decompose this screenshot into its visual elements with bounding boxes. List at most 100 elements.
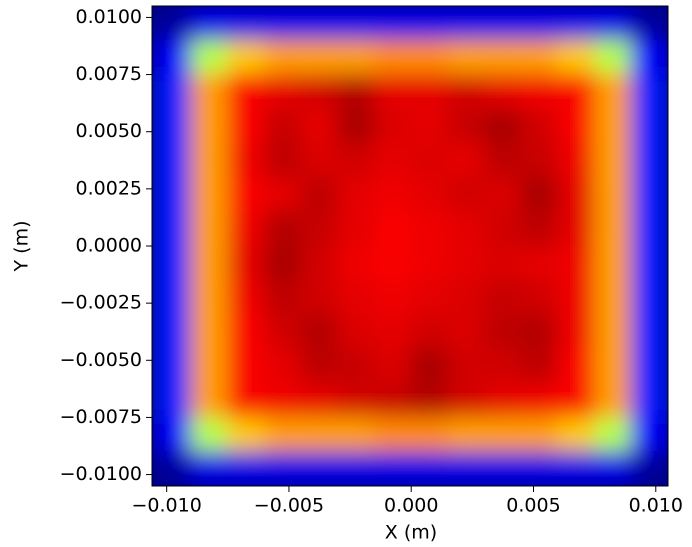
heat-cell xyxy=(410,245,449,281)
heat-cell xyxy=(410,39,449,76)
heat-cell xyxy=(410,348,449,384)
heat-cell xyxy=(190,314,229,350)
heat-cell xyxy=(630,245,668,281)
heat-cell xyxy=(263,211,302,247)
heat-cell xyxy=(594,451,632,486)
heat-cell xyxy=(630,74,668,110)
heat-cell xyxy=(447,211,486,247)
heat-cell xyxy=(557,142,596,178)
heat-cell xyxy=(630,416,668,453)
heat-cell xyxy=(153,176,192,213)
heat-cell xyxy=(337,211,376,247)
y-tick-label: −0.0100 xyxy=(60,463,142,485)
heat-cell xyxy=(227,142,265,178)
heat-cell xyxy=(263,279,302,316)
heat-cell xyxy=(447,451,486,486)
heat-cell xyxy=(337,279,376,316)
heat-cell xyxy=(300,6,339,41)
heat-cell xyxy=(484,108,522,144)
heat-cell xyxy=(630,6,668,41)
heat-cell xyxy=(484,451,522,486)
heat-cell xyxy=(263,142,302,178)
heat-cell xyxy=(300,211,339,247)
heat-cell xyxy=(410,211,449,247)
heat-cell xyxy=(484,176,522,213)
heat-cell xyxy=(484,279,522,316)
heat-cell xyxy=(190,382,229,418)
heat-cell xyxy=(520,108,559,144)
heat-cell xyxy=(594,348,632,384)
heat-cell xyxy=(374,142,412,178)
heat-cell xyxy=(374,245,412,281)
heat-cell xyxy=(300,74,339,110)
y-tick-label: 0.0000 xyxy=(76,235,142,257)
heat-cell xyxy=(520,39,559,76)
heat-cell xyxy=(630,39,668,76)
heat-cell xyxy=(447,245,486,281)
heat-cell xyxy=(447,108,486,144)
heat-cell xyxy=(227,6,265,41)
heat-cell xyxy=(630,279,668,316)
heat-cell xyxy=(447,348,486,384)
heat-cell xyxy=(153,74,192,110)
heat-cell xyxy=(557,211,596,247)
heat-cell xyxy=(410,176,449,213)
heatmap-cells xyxy=(153,6,668,486)
heat-cell xyxy=(410,74,449,110)
heat-cell xyxy=(520,451,559,486)
heat-cell xyxy=(484,314,522,350)
y-tick-label: 0.0075 xyxy=(76,63,142,85)
heat-cell xyxy=(410,382,449,418)
heat-cell xyxy=(557,176,596,213)
heat-cell xyxy=(594,314,632,350)
heat-cell xyxy=(227,176,265,213)
heat-cell xyxy=(337,176,376,213)
heat-cell xyxy=(227,451,265,486)
heat-cell xyxy=(190,416,229,453)
heat-cell xyxy=(520,142,559,178)
heat-cell xyxy=(630,176,668,213)
heat-cell xyxy=(153,314,192,350)
heat-cell xyxy=(300,314,339,350)
heat-cell xyxy=(263,245,302,281)
y-tick-label: 0.0025 xyxy=(76,177,142,199)
x-tick-label: 0.005 xyxy=(506,495,560,517)
heat-cell xyxy=(190,74,229,110)
heat-cell xyxy=(190,279,229,316)
heat-cell xyxy=(190,6,229,41)
heat-cell xyxy=(153,108,192,144)
heat-cell xyxy=(300,142,339,178)
heat-cell xyxy=(594,39,632,76)
heat-cell xyxy=(520,6,559,41)
heat-cell xyxy=(594,108,632,144)
heat-cell xyxy=(630,382,668,418)
heat-cell xyxy=(337,348,376,384)
heat-cell xyxy=(410,142,449,178)
heat-cell xyxy=(227,211,265,247)
heat-cell xyxy=(447,416,486,453)
heat-cell xyxy=(300,279,339,316)
heat-cell xyxy=(557,314,596,350)
heat-cell xyxy=(557,416,596,453)
y-tick-label: −0.0050 xyxy=(60,349,142,371)
heat-cell xyxy=(337,382,376,418)
heat-cell xyxy=(447,176,486,213)
heat-cell xyxy=(374,74,412,110)
heat-cell xyxy=(520,176,559,213)
heat-cell xyxy=(153,451,192,486)
heat-cell xyxy=(520,416,559,453)
heat-cell xyxy=(227,382,265,418)
heat-cell xyxy=(227,314,265,350)
heat-cell xyxy=(374,108,412,144)
x-tick-label: −0.010 xyxy=(132,495,202,517)
heat-cell xyxy=(263,416,302,453)
heat-cell xyxy=(630,451,668,486)
heat-cell xyxy=(520,245,559,281)
heat-cell xyxy=(300,39,339,76)
heat-cell xyxy=(630,211,668,247)
heat-cell xyxy=(557,6,596,41)
heat-cell xyxy=(594,211,632,247)
heat-cell xyxy=(300,451,339,486)
heat-cell xyxy=(227,348,265,384)
heat-cell xyxy=(227,245,265,281)
